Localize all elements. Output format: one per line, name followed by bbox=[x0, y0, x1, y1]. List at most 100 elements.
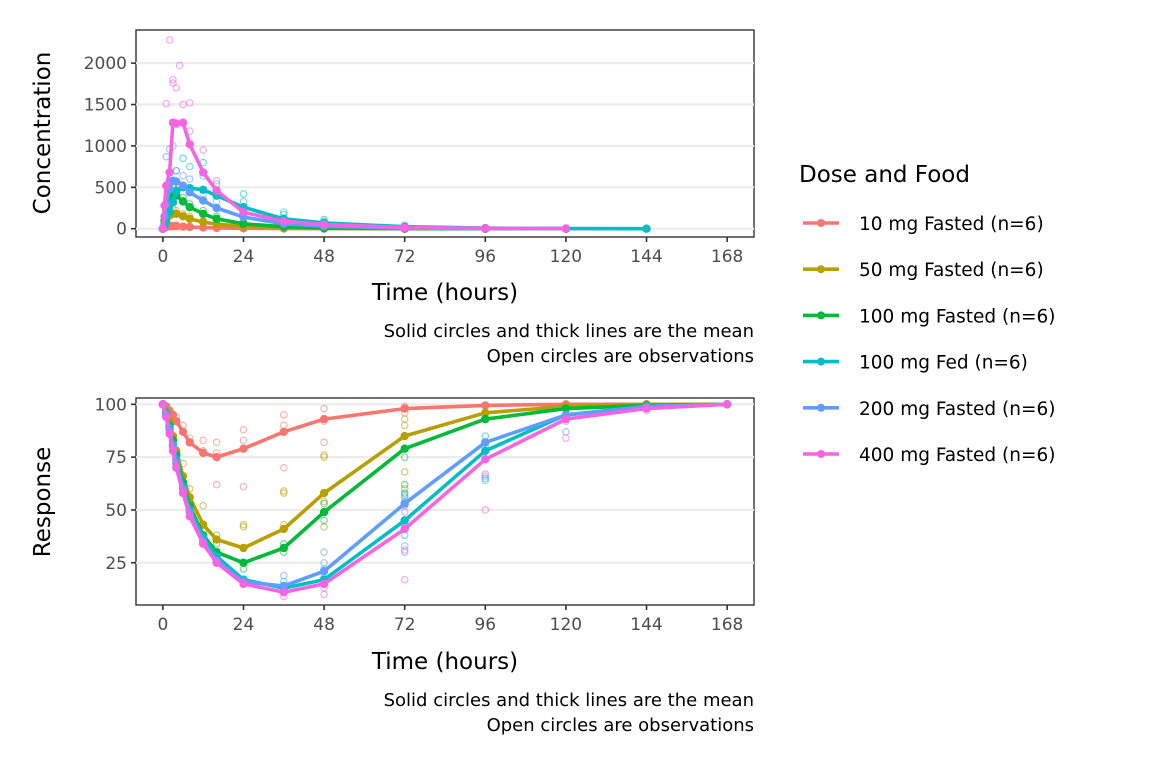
y-tick-label: 25 bbox=[105, 554, 127, 574]
mean-point bbox=[178, 118, 188, 127]
grid bbox=[136, 62, 754, 230]
x-tick-label: 72 bbox=[394, 615, 416, 635]
observation-point bbox=[320, 516, 328, 525]
x-tick-label: 120 bbox=[550, 247, 582, 267]
mean-point bbox=[198, 209, 208, 219]
mean-point bbox=[400, 524, 409, 534]
mean-point bbox=[642, 224, 651, 233]
mean-point bbox=[279, 588, 288, 597]
mean-lines bbox=[158, 118, 651, 233]
observation-point bbox=[279, 571, 288, 580]
observation-point bbox=[199, 501, 207, 510]
mean-point bbox=[212, 452, 221, 462]
observation-point bbox=[239, 482, 248, 491]
observation-point bbox=[239, 436, 248, 445]
mean-point bbox=[185, 188, 194, 197]
observation-point bbox=[212, 480, 221, 489]
mean-point bbox=[162, 181, 171, 190]
mean-point bbox=[172, 177, 181, 186]
observation-point bbox=[179, 154, 187, 163]
x-tick-label: 96 bbox=[474, 247, 496, 267]
mean-point bbox=[158, 400, 168, 409]
observation-point bbox=[169, 75, 177, 84]
mean-point bbox=[160, 201, 169, 210]
legend-item: 100 mg Fed (n=6) bbox=[803, 353, 1028, 374]
observation-point bbox=[212, 438, 221, 447]
mean-point bbox=[239, 207, 248, 217]
mean-point bbox=[642, 404, 651, 413]
x-tick-label: 48 bbox=[313, 615, 335, 635]
mean-point bbox=[561, 404, 571, 413]
mean-point bbox=[185, 140, 194, 149]
y-axis-title: Concentration bbox=[30, 52, 56, 215]
legend-label: 400 mg Fasted (n=6) bbox=[859, 445, 1055, 466]
caption-line-2: Open circles are observations bbox=[487, 715, 754, 736]
mean-point bbox=[279, 217, 288, 226]
y-tick-label: 75 bbox=[105, 448, 127, 468]
legend-label: 10 mg Fasted (n=6) bbox=[859, 214, 1044, 235]
observation-point bbox=[279, 463, 288, 472]
mean-point bbox=[178, 212, 188, 221]
legend-title: Dose and Food bbox=[799, 162, 970, 188]
x-tick-label: 72 bbox=[394, 247, 416, 267]
mean-point bbox=[239, 543, 248, 553]
x-tick-label: 24 bbox=[233, 247, 255, 267]
x-tick-label: 168 bbox=[711, 247, 743, 267]
observation-point bbox=[562, 434, 570, 442]
mean-point bbox=[239, 579, 248, 589]
mean-point bbox=[239, 219, 248, 228]
mean-point bbox=[212, 214, 221, 223]
mean-point bbox=[178, 222, 188, 231]
y-tick-label: 1000 bbox=[84, 137, 127, 157]
legend-key-point bbox=[817, 265, 825, 274]
observation-point bbox=[400, 508, 409, 516]
legend-label: 50 mg Fasted (n=6) bbox=[859, 260, 1044, 281]
observation-point bbox=[162, 99, 171, 108]
observation-point bbox=[279, 411, 288, 419]
legend-key-point bbox=[817, 450, 825, 458]
legend-key-point bbox=[817, 357, 825, 366]
observation-point bbox=[239, 425, 248, 434]
mean-point bbox=[561, 224, 571, 233]
mean-point bbox=[212, 558, 221, 567]
mean-point bbox=[400, 444, 409, 453]
observation-point bbox=[481, 506, 490, 514]
y-axis-title: Response bbox=[30, 447, 56, 557]
mean-point bbox=[400, 223, 409, 232]
observation-point bbox=[179, 171, 187, 180]
axes: 0 500 1000 1500 2000 0 24 48 72 96 120 144 168 bbox=[84, 54, 744, 267]
mean-point bbox=[198, 168, 208, 177]
mean-point bbox=[168, 198, 178, 207]
observation-point bbox=[320, 548, 328, 556]
mean-point bbox=[481, 446, 490, 456]
mean-point bbox=[722, 400, 732, 409]
mean-point bbox=[165, 168, 174, 177]
observation-point bbox=[400, 575, 409, 584]
mean-point bbox=[172, 119, 181, 128]
mean-point bbox=[178, 197, 188, 206]
x-tick-label: 0 bbox=[157, 247, 168, 267]
mean-point bbox=[172, 222, 181, 231]
mean-point bbox=[178, 427, 188, 436]
mean-point bbox=[400, 516, 409, 525]
mean-point bbox=[319, 220, 329, 229]
legend-item: 100 mg Fasted (n=6) bbox=[803, 306, 1055, 327]
mean-point bbox=[172, 463, 181, 472]
legend: Dose and Food 10 mg Fasted (n=6) 50 mg Fa… bbox=[799, 162, 1055, 466]
panel-frame bbox=[135, 29, 755, 238]
mean-point bbox=[239, 558, 248, 567]
panel-response: 25 50 75 100 0 24 48 72 96 120 144 168 Time (hours)… bbox=[30, 395, 755, 736]
observation-point bbox=[199, 436, 207, 445]
mean-point bbox=[198, 185, 208, 195]
legend-item: 400 mg Fasted (n=6) bbox=[803, 445, 1055, 466]
legend-key-point bbox=[817, 403, 825, 412]
observation-point bbox=[320, 453, 328, 461]
legend-item: 10 mg Fasted (n=6) bbox=[803, 214, 1044, 235]
observation-point bbox=[320, 451, 328, 459]
observation-point bbox=[165, 36, 174, 44]
observation-point bbox=[320, 404, 328, 413]
mean-point bbox=[400, 499, 409, 508]
mean-point bbox=[198, 448, 208, 458]
mean-point bbox=[172, 209, 181, 219]
